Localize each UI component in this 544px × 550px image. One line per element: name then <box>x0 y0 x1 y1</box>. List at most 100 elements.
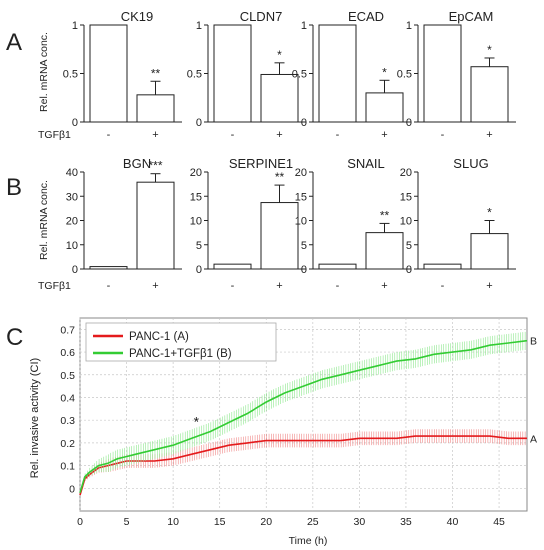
y-tick-label: 0.3 <box>60 415 75 427</box>
panel-label-a: A <box>6 29 22 56</box>
condition-label: + <box>152 129 158 141</box>
condition-label: - <box>441 280 445 292</box>
x-tick-label: 40 <box>447 516 459 528</box>
bar <box>365 92 404 123</box>
bar <box>470 233 509 270</box>
condition-label: - <box>336 129 340 141</box>
y-tick-label: 0.1 <box>60 461 75 473</box>
significance-marker: ** <box>275 170 285 184</box>
bar <box>213 24 252 123</box>
y-tick-label: 10 <box>66 240 78 252</box>
condition-label: + <box>276 129 282 141</box>
y-tick-label: 0.6 <box>60 347 75 359</box>
y-tick-label: 40 <box>66 167 78 179</box>
series-end-label: A <box>530 433 537 445</box>
bar <box>423 24 462 123</box>
condition-label: + <box>381 129 387 141</box>
legend-box <box>85 322 277 362</box>
y-tick-label: 1 <box>301 20 307 32</box>
bar-chart-bgn: BGN 0 10 20 30 40 - *** + <box>66 156 182 292</box>
x-tick-label: 35 <box>400 516 412 528</box>
panel-a-ylabel: Rel. mRNA conc. <box>38 32 50 112</box>
y-tick-label: 0 <box>196 264 202 276</box>
y-tick-label: 5 <box>196 240 202 252</box>
series-panc1: A <box>79 429 537 496</box>
x-tick-label: 25 <box>307 516 319 528</box>
significance-marker: *** <box>148 159 162 173</box>
y-tick-label: 20 <box>295 167 307 179</box>
y-tick-label: 0 <box>406 117 412 129</box>
condition-label: + <box>381 280 387 292</box>
y-tick-label: 0.5 <box>187 69 202 81</box>
condition-label: - <box>231 129 235 141</box>
panel-a-treatment-label: TGFβ1 <box>38 129 71 141</box>
condition-label: + <box>486 280 492 292</box>
y-tick-label: 15 <box>400 191 412 203</box>
x-tick-label: 10 <box>167 516 179 528</box>
series-panc1-tgfb1: B <box>79 331 537 494</box>
significance-marker: * <box>487 206 492 220</box>
bar-chart-ecad: ECAD 0 0.5 1 - * + <box>292 9 411 141</box>
y-tick-label: 0.4 <box>60 392 75 404</box>
series-line <box>79 435 527 496</box>
y-tick-label: 1 <box>406 20 412 32</box>
bar-chart-cldn7: CLDN7 0 0.5 1 - * + <box>187 9 306 141</box>
legend-label: PANC-1 (A) <box>129 331 189 343</box>
y-tick-label: 0.5 <box>63 69 78 81</box>
x-tick-label: 15 <box>214 516 226 528</box>
bar <box>423 263 462 270</box>
y-tick-label: 0.5 <box>60 370 75 382</box>
series-line <box>79 339 528 494</box>
bar <box>318 263 357 270</box>
panel-c-ylabel: Rel. invasive activity (CI) <box>29 358 41 478</box>
legend-label: PANC-1+TGFβ1 (B) <box>129 348 232 360</box>
panel-label-b: B <box>6 174 22 201</box>
y-tick-label: 30 <box>66 191 78 203</box>
y-tick-label: 15 <box>190 191 202 203</box>
y-tick-label: 0 <box>72 264 78 276</box>
significance-marker: * <box>382 65 387 79</box>
chart-title: SERPINE1 <box>229 156 293 171</box>
bar <box>260 73 299 123</box>
y-tick-label: 0 <box>301 264 307 276</box>
chart-title: ECAD <box>348 9 384 24</box>
x-tick-label: 30 <box>354 516 366 528</box>
condition-label: + <box>152 280 158 292</box>
line-chart: 0 5 10 15 20 25 30 35 40 45 0 0.1 0.2 0.3 0.4 0.5 0.6 0.7… <box>60 317 537 528</box>
bar-chart-slug: SLUG 0 5 10 15 20 - * + <box>400 156 516 292</box>
x-tick-label: 45 <box>493 516 505 528</box>
condition-label: - <box>231 280 235 292</box>
x-tick-label: 5 <box>124 516 130 528</box>
y-tick-label: 0 <box>406 264 412 276</box>
chart-title: CLDN7 <box>240 9 283 24</box>
y-tick-label: 1 <box>72 20 78 32</box>
condition-label: - <box>107 280 111 292</box>
chart-title: BGN <box>123 156 151 171</box>
chart-title: SLUG <box>453 156 488 171</box>
bar <box>470 66 509 123</box>
condition-label: + <box>276 280 282 292</box>
y-tick-label: 0.5 <box>292 69 307 81</box>
y-tick-label: 10 <box>295 216 307 228</box>
y-tick-label: 20 <box>400 167 412 179</box>
bar-charts: CK1900.51-**+CLDN700.51-*+ECAD00.51-*+Ep… <box>63 9 516 292</box>
y-tick-label: 10 <box>190 216 202 228</box>
bar <box>136 94 175 123</box>
bar <box>213 263 252 270</box>
y-tick-label: 0.7 <box>60 324 75 336</box>
chart-title: SNAIL <box>347 156 385 171</box>
y-tick-label: 0.5 <box>397 69 412 81</box>
significance-marker: * <box>194 414 200 430</box>
condition-label: - <box>441 129 445 141</box>
series-end-label: B <box>530 336 537 348</box>
y-tick-label: 10 <box>400 216 412 228</box>
bar <box>260 202 299 270</box>
y-tick-label: 20 <box>190 167 202 179</box>
bar-chart-epcam: EpCAM 0 0.5 1 - * + <box>397 9 516 141</box>
bar-chart-serpine1: SERPINE1 0 5 10 15 20 - ** + <box>190 156 306 292</box>
bar <box>365 232 404 270</box>
bar <box>89 24 128 123</box>
x-tick-label: 0 <box>77 516 83 528</box>
bar <box>318 24 357 123</box>
